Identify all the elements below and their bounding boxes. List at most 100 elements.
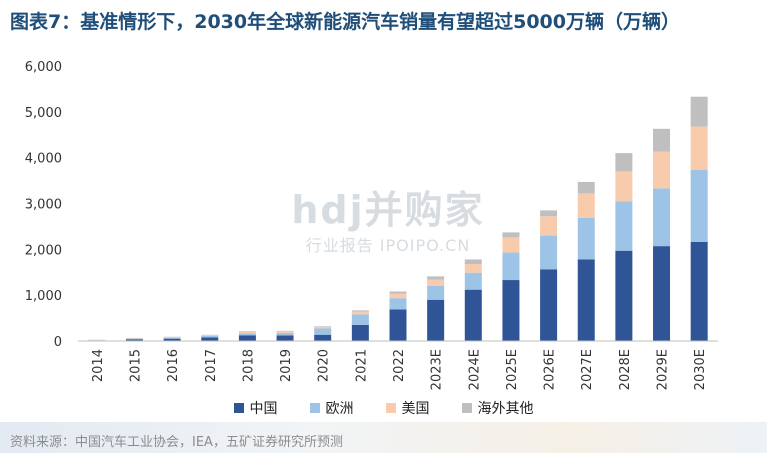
y-tick-label: 3,000 (25, 198, 62, 213)
bar-segment-series-2-cat-8 (389, 293, 407, 299)
bar-segment-series-1-cat-3 (201, 336, 219, 338)
bar-segment-series-3-cat-11 (502, 232, 520, 238)
y-axis: 0 1,000 2,000 3,000 4,000 5,000 6,000 (25, 60, 62, 350)
stacked-bar-chart: 0 1,000 2,000 3,000 4,000 5,000 6,000 2014 2015… (25, 60, 718, 390)
bar-segment-series-2-cat-11 (502, 237, 520, 253)
bar-segment-series-0-cat-9 (427, 299, 445, 341)
bar-segment-series-1-cat-6 (314, 328, 332, 335)
x-tick-label: 2017 (204, 349, 219, 382)
bar-segment-series-0-cat-14 (615, 250, 633, 341)
bar-segment-series-0-cat-12 (540, 269, 558, 341)
x-tick-label: 2027E (580, 349, 595, 390)
bar-segment-series-1-cat-15 (653, 188, 671, 247)
x-tick-label: 2030E (693, 349, 708, 390)
legend-item: 中国 (233, 398, 278, 418)
source-note: 资料来源：中国汽车工业协会，IEA，五矿证券研究所预测 (10, 435, 343, 450)
x-tick-label: 2025E (505, 349, 520, 390)
x-tick-label: 2028E (618, 349, 633, 390)
bar-segment-series-2-cat-13 (577, 193, 595, 218)
bar-segment-series-2-cat-4 (238, 331, 256, 334)
bar-segment-series-3-cat-15 (653, 128, 671, 152)
bar-segment-series-3-cat-12 (540, 210, 558, 217)
bar-segment-series-1-cat-2 (163, 337, 181, 339)
x-tick-label: 2023E (430, 349, 445, 390)
x-axis: 2014 2015 2016 2017 2018 2019 2020 2021 2022 2023… (91, 349, 708, 390)
x-tick-label: 2021 (354, 349, 369, 382)
legend-swatch (461, 403, 472, 413)
y-tick-label: 5,000 (25, 106, 62, 121)
bar-segment-series-0-cat-6 (314, 334, 332, 341)
legend-item: 海外其他 (461, 398, 534, 418)
x-tick-label: 2018 (241, 349, 256, 382)
bar-segment-series-0-cat-8 (389, 309, 407, 341)
bar-segment-series-0-cat-15 (653, 246, 671, 341)
bar-segment-series-2-cat-0 (88, 339, 106, 341)
bar-segment-series-1-cat-14 (615, 201, 633, 251)
x-tick-label: 2026E (543, 349, 558, 390)
bar-segment-series-3-cat-7 (351, 310, 369, 312)
bar-segment-series-0-cat-7 (351, 324, 369, 341)
bar-segment-series-1-cat-13 (577, 217, 595, 260)
y-tick-label: 2,000 (25, 243, 62, 258)
bar-segment-series-3-cat-5 (276, 330, 294, 332)
bar-segment-series-2-cat-5 (276, 331, 294, 333)
bar-segment-series-2-cat-1 (125, 338, 143, 339)
bar-segment-series-2-cat-9 (427, 279, 445, 286)
bar-segment-series-1-cat-9 (427, 286, 445, 300)
bar-segment-series-2-cat-2 (163, 336, 181, 338)
bar-segment-series-3-cat-14 (615, 153, 633, 172)
legend: 中国 欧洲 美国 海外其他 (0, 398, 767, 418)
bar-segment-series-3-cat-9 (427, 276, 445, 280)
bar-segment-series-1-cat-12 (540, 235, 558, 270)
bar-segment-series-0-cat-16 (690, 242, 708, 341)
y-tick-label: 0 (54, 335, 62, 350)
bar-segment-series-1-cat-5 (276, 332, 294, 336)
bar-segment-series-2-cat-3 (201, 335, 219, 337)
x-tick-label: 2015 (128, 349, 143, 382)
bar-segment-series-1-cat-16 (690, 170, 708, 242)
chart-title: 图表7：基准情形下，2030年全球新能源汽车销量有望超过5000万辆（万辆） (10, 11, 680, 33)
bar-segment-series-1-cat-10 (464, 272, 482, 290)
bar-segment-series-2-cat-10 (464, 264, 482, 273)
bar-segment-series-2-cat-6 (314, 327, 332, 329)
bar-segment-series-3-cat-16 (690, 96, 708, 127)
bar-area (78, 96, 718, 342)
bar-segment-series-0-cat-1 (125, 339, 143, 341)
bar-segment-series-0-cat-3 (201, 337, 219, 341)
bar-segment-series-0-cat-5 (276, 335, 294, 341)
bottom-decor-band (0, 422, 767, 453)
bar-segment-series-1-cat-1 (125, 338, 143, 340)
bar-segment-series-1-cat-4 (238, 333, 256, 336)
x-tick-label: 2019 (279, 349, 294, 382)
bar-segment-series-3-cat-13 (577, 181, 595, 194)
legend-item: 美国 (385, 398, 430, 418)
bar-segment-series-0-cat-11 (502, 280, 520, 341)
bar-segment-series-2-cat-12 (540, 216, 558, 236)
bar-segment-series-3-cat-10 (464, 259, 482, 264)
bar-segment-series-0-cat-13 (577, 259, 595, 341)
legend-label: 美国 (401, 401, 430, 417)
y-tick-label: 4,000 (25, 152, 62, 167)
bar-segment-series-3-cat-4 (238, 331, 256, 332)
bar-segment-series-0-cat-10 (464, 289, 482, 341)
legend-swatch (233, 403, 244, 413)
bar-segment-series-1-cat-11 (502, 252, 520, 281)
legend-label: 中国 (249, 401, 278, 417)
bar-segment-series-2-cat-14 (615, 171, 633, 202)
legend-swatch (385, 403, 396, 413)
bar-segment-series-0-cat-4 (238, 335, 256, 341)
x-tick-label: 2029E (656, 349, 671, 390)
legend-swatch (309, 403, 320, 413)
x-tick-label: 2022 (392, 349, 407, 382)
bar-segment-series-0-cat-2 (163, 338, 181, 341)
bar-segment-series-2-cat-7 (351, 311, 369, 315)
x-tick-label: 2016 (166, 349, 181, 382)
bar-segment-series-3-cat-8 (389, 291, 407, 294)
y-tick-label: 6,000 (25, 60, 62, 75)
legend-label: 海外其他 (477, 401, 534, 417)
x-tick-label: 2014 (91, 349, 106, 382)
legend-label: 欧洲 (325, 401, 354, 417)
bar-segment-series-2-cat-16 (690, 126, 708, 171)
x-tick-label: 2024E (467, 349, 482, 390)
bar-segment-series-2-cat-15 (653, 151, 671, 189)
